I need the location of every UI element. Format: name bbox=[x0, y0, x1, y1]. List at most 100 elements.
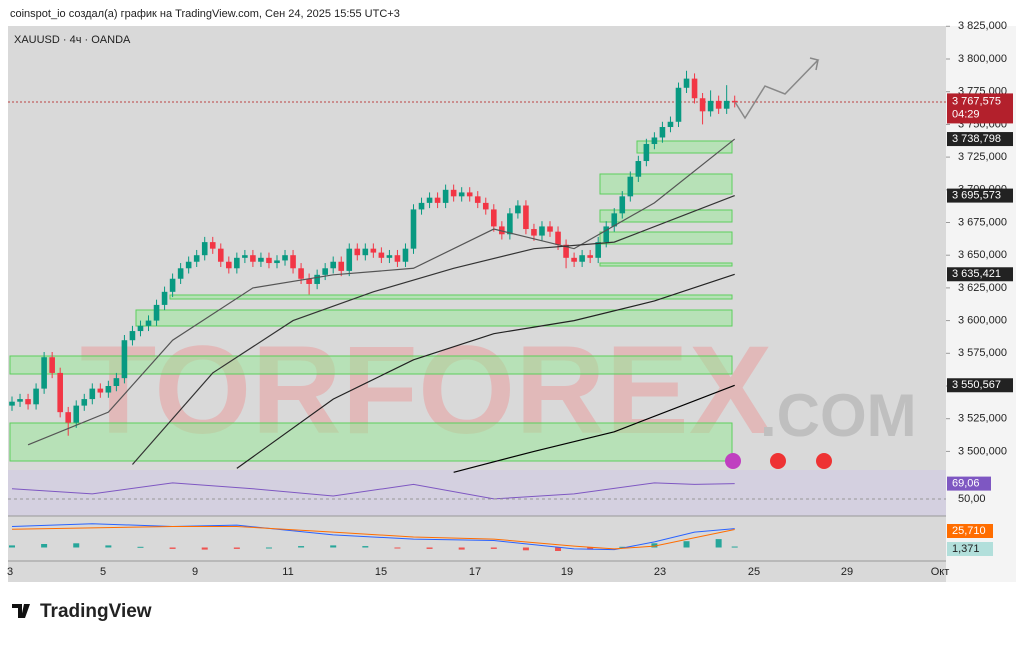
y-tick-label: 3 525,000 bbox=[958, 413, 1007, 425]
candle-body bbox=[523, 205, 529, 230]
candle-body bbox=[659, 127, 666, 138]
zone bbox=[599, 231, 733, 245]
x-tick-label: Окт bbox=[931, 566, 950, 578]
ma-badge bbox=[947, 132, 1013, 147]
candle-body bbox=[595, 242, 601, 258]
macd-hist bbox=[362, 546, 369, 548]
moving-average bbox=[131, 195, 735, 465]
projection-arrow bbox=[734, 57, 820, 120]
signal-label: 25,710 bbox=[952, 525, 986, 537]
candle-body bbox=[121, 340, 128, 379]
candle-body bbox=[515, 205, 521, 214]
candle-body bbox=[234, 257, 240, 269]
candle-body bbox=[699, 98, 706, 112]
candle-body bbox=[169, 278, 176, 292]
ma-badge bbox=[947, 188, 1013, 203]
moving-average bbox=[236, 273, 735, 469]
candle-body bbox=[185, 261, 192, 269]
hist-label: 1,371 bbox=[952, 543, 980, 555]
candle-body bbox=[322, 268, 328, 275]
event-icon bbox=[770, 453, 786, 469]
candle-body bbox=[691, 78, 698, 99]
countdown: 04:29 bbox=[952, 108, 980, 120]
candle-body bbox=[410, 209, 417, 249]
candle-body bbox=[338, 261, 345, 271]
candle-body bbox=[731, 100, 738, 102]
candle-body bbox=[250, 255, 256, 262]
candle-body bbox=[9, 401, 15, 406]
candle-body bbox=[25, 399, 31, 405]
macd-hist bbox=[105, 545, 112, 548]
macd-hist bbox=[587, 547, 594, 550]
candle-body bbox=[643, 144, 650, 162]
logo-icon bbox=[12, 604, 30, 618]
ma-value-label: 3 695,573 bbox=[952, 189, 1001, 201]
candle-body bbox=[41, 357, 47, 389]
candle-body bbox=[571, 257, 577, 262]
candle-body bbox=[434, 197, 441, 203]
macd-hist bbox=[73, 543, 80, 548]
macd-hist bbox=[41, 544, 48, 548]
candle-body bbox=[145, 320, 152, 326]
candle-body bbox=[547, 226, 553, 232]
logo: TradingView bbox=[40, 601, 152, 622]
x-tick-label: 15 bbox=[375, 566, 387, 578]
ma-badge bbox=[947, 267, 1013, 282]
candle-body bbox=[161, 291, 168, 305]
candle-body bbox=[386, 255, 393, 258]
candle-body bbox=[330, 261, 336, 269]
candle-body bbox=[49, 357, 55, 373]
candle-body bbox=[57, 372, 63, 413]
candle-body bbox=[635, 161, 642, 177]
candle-body bbox=[113, 378, 120, 386]
ma-value-label: 3 635,421 bbox=[952, 268, 1001, 280]
candle-body bbox=[619, 196, 626, 214]
candle-body bbox=[539, 226, 545, 236]
candle-body bbox=[563, 244, 569, 258]
x-tick-label: 11 bbox=[282, 566, 293, 578]
candle-body bbox=[555, 231, 561, 245]
candle-body bbox=[723, 100, 730, 109]
event-icon bbox=[816, 453, 832, 469]
candle-body bbox=[378, 252, 385, 258]
rsi-badge bbox=[947, 476, 991, 491]
hist-badge bbox=[947, 542, 993, 556]
candle-body bbox=[466, 192, 473, 197]
y-tick-label: 3 500,000 bbox=[958, 445, 1007, 457]
y-tick-label: 3 650,000 bbox=[958, 249, 1007, 261]
candle-body bbox=[226, 261, 232, 269]
candle-body bbox=[242, 255, 248, 258]
candle-body bbox=[362, 248, 369, 256]
signal-badge bbox=[947, 524, 993, 538]
rsi-value-label: 69,06 bbox=[952, 477, 980, 489]
candle-body bbox=[667, 121, 674, 128]
macd-hist bbox=[426, 547, 433, 549]
candle-body bbox=[306, 278, 312, 284]
candle-body bbox=[65, 412, 72, 423]
candle-body bbox=[611, 213, 618, 227]
x-tick-label: 5 bbox=[100, 566, 106, 578]
candle-body bbox=[73, 405, 80, 423]
macd-hist bbox=[298, 546, 305, 548]
macd-hist bbox=[233, 547, 240, 549]
y-tick-label: 3 750,000 bbox=[958, 118, 1007, 130]
candle-body bbox=[442, 189, 449, 203]
macd-hist bbox=[330, 545, 337, 548]
macd-hist bbox=[490, 547, 497, 549]
macd-hist bbox=[265, 547, 272, 549]
y-tick-label: 3 575,000 bbox=[958, 347, 1007, 359]
macd-hist bbox=[619, 546, 626, 548]
x-tick-label: 3 bbox=[7, 566, 13, 578]
watermark-suffix: .COM bbox=[760, 382, 917, 449]
event-icon bbox=[725, 453, 741, 469]
y-tick-label: 3 600,000 bbox=[958, 315, 1007, 327]
macd-hist bbox=[458, 547, 465, 550]
header: coinspot_io создал(а) график на TradingV… bbox=[10, 8, 400, 20]
candle-body bbox=[129, 331, 136, 341]
candle-body bbox=[579, 255, 585, 262]
candle-body bbox=[627, 176, 634, 197]
last-price-badge bbox=[947, 93, 1013, 124]
candle-body bbox=[675, 87, 682, 122]
